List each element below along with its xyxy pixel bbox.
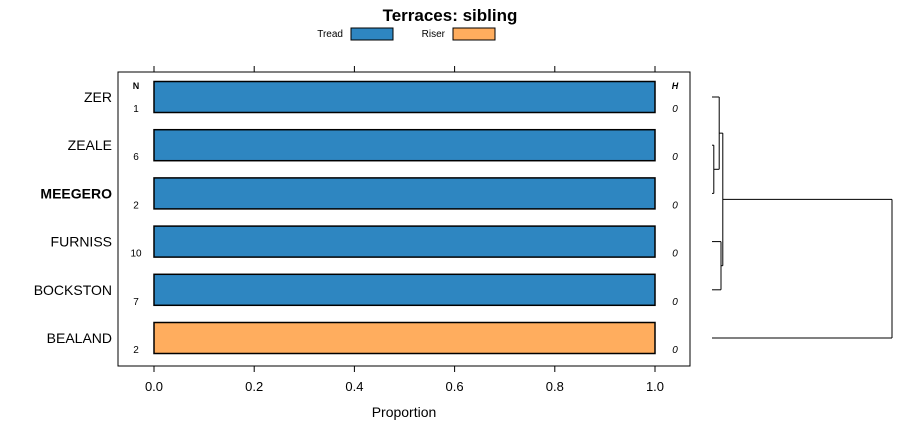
legend-label-tread: Tread (317, 29, 343, 40)
dendrogram (712, 96, 893, 339)
row-label: ZER (84, 89, 112, 105)
legend: Tread Riser (317, 27, 496, 41)
x-axis: 0.0 0.2 0.4 0.6 0.8 1.0 (145, 66, 664, 394)
chart-title: Terraces: sibling (383, 6, 518, 25)
legend-swatch-tread (350, 27, 394, 41)
x-tick-label: 0.0 (145, 379, 163, 394)
row-label: BEALAND (47, 330, 112, 346)
row-label: ZEALE (68, 137, 112, 153)
x-tick-label: 0.2 (245, 379, 263, 394)
x-tick-label: 0.6 (446, 379, 464, 394)
row-h-value: 0 (672, 200, 678, 211)
row-label: BOCKSTON (34, 282, 112, 298)
bar-tread (153, 273, 656, 307)
bar-riser (153, 321, 656, 355)
row-n-value: 1 (133, 104, 139, 115)
n-column-header: N (133, 81, 140, 91)
x-tick-label: 0.4 (345, 379, 363, 394)
row-n-value: 2 (133, 345, 139, 356)
row-n-value: 6 (133, 152, 139, 163)
legend-label-riser: Riser (422, 29, 446, 40)
row-n-value: 2 (133, 200, 139, 211)
row-h-value: 0 (672, 104, 678, 115)
row-label: MEEGERO (40, 185, 112, 201)
row-n-value: 7 (133, 297, 139, 308)
h-column-header: H (672, 81, 679, 91)
x-axis-title: Proportion (372, 404, 437, 420)
bar-tread (153, 128, 656, 162)
x-tick-label: 1.0 (646, 379, 664, 394)
plot-frame (117, 71, 691, 367)
row-h-value: 0 (672, 152, 678, 163)
row-h-value: 0 (672, 249, 678, 260)
row-label: FURNISS (51, 234, 112, 250)
row-h-value: 0 (672, 345, 678, 356)
legend-swatch-riser (452, 27, 496, 41)
x-tick-label: 0.8 (546, 379, 564, 394)
row-n-value: 10 (130, 249, 142, 260)
row-h-value: 0 (672, 297, 678, 308)
bar-tread (153, 225, 656, 258)
bar-tread (153, 177, 656, 210)
bar-tread (153, 80, 656, 114)
